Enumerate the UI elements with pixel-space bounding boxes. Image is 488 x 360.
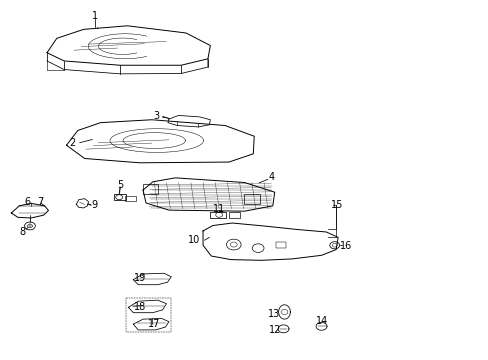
Text: 13: 13 bbox=[267, 309, 279, 319]
Text: 4: 4 bbox=[268, 172, 274, 182]
Text: 1: 1 bbox=[92, 11, 98, 21]
Text: 8: 8 bbox=[20, 227, 26, 237]
Text: 16: 16 bbox=[339, 241, 351, 251]
Text: 17: 17 bbox=[148, 319, 160, 329]
Text: 12: 12 bbox=[268, 325, 280, 334]
Text: 11: 11 bbox=[213, 204, 225, 214]
Text: 14: 14 bbox=[316, 316, 328, 326]
Text: 6: 6 bbox=[24, 197, 31, 207]
Text: 2: 2 bbox=[69, 138, 75, 148]
Text: 18: 18 bbox=[133, 302, 145, 312]
Text: 19: 19 bbox=[133, 273, 145, 283]
Text: 3: 3 bbox=[153, 111, 160, 121]
Text: 15: 15 bbox=[330, 200, 343, 210]
Text: 10: 10 bbox=[188, 235, 200, 245]
Text: 9: 9 bbox=[91, 200, 97, 210]
Text: 7: 7 bbox=[38, 197, 44, 207]
Text: 5: 5 bbox=[117, 180, 123, 190]
